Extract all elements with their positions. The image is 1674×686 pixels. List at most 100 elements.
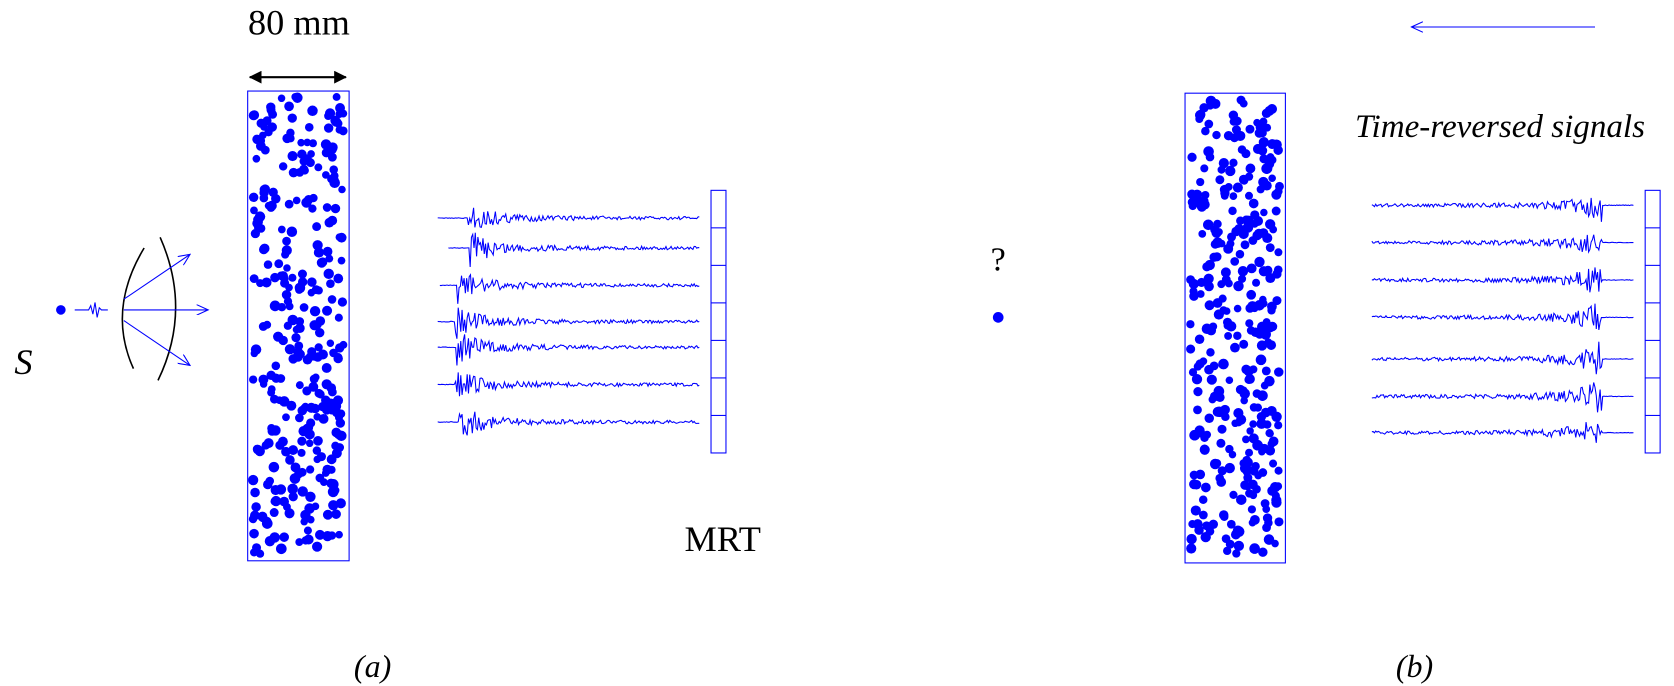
- scatterer: [307, 516, 315, 524]
- scatterer: [1240, 100, 1248, 108]
- scatterer: [1232, 125, 1241, 134]
- scatterer: [270, 508, 279, 517]
- scatterer: [1200, 445, 1210, 455]
- scatterer: [1272, 296, 1281, 305]
- scatterer: [338, 257, 346, 265]
- caption: (b): [1396, 648, 1433, 684]
- scatterer: [1215, 393, 1224, 402]
- scatterer: [331, 428, 341, 438]
- scatterer: [249, 529, 259, 539]
- scatterer: [1195, 335, 1205, 345]
- scatterer: [1253, 216, 1263, 226]
- scatterer: [1194, 362, 1202, 370]
- scatterer: [297, 139, 305, 147]
- scatterer: [298, 486, 308, 496]
- scatterer: [338, 186, 346, 194]
- scatterer: [1266, 340, 1276, 350]
- scatterer: [283, 264, 291, 272]
- scatterers: [248, 93, 348, 558]
- scatterer: [297, 449, 305, 457]
- scatterer: [1218, 166, 1226, 174]
- scatterer: [314, 247, 324, 257]
- scatterer: [296, 381, 304, 389]
- ray-arrow: [124, 321, 190, 366]
- scatterer: [256, 136, 265, 145]
- scatterer: [322, 363, 332, 373]
- scatterer: [1209, 396, 1217, 404]
- scatterer: [316, 474, 325, 483]
- scatterer: [1206, 348, 1214, 356]
- scatterer: [1256, 355, 1267, 366]
- scatterer: [1224, 131, 1233, 140]
- scatterer: [312, 222, 321, 231]
- scatterer: [1227, 520, 1236, 529]
- scatterer: [1245, 489, 1254, 498]
- scatterer: [288, 354, 298, 364]
- transducer-array: [1645, 190, 1660, 453]
- scatterer: [259, 322, 268, 331]
- scatterer: [285, 344, 295, 354]
- scatterer: [325, 218, 335, 228]
- scatterer: [1274, 517, 1283, 526]
- waveform: [1372, 304, 1634, 330]
- scatterer: [1245, 192, 1253, 200]
- scatterer: [1186, 543, 1196, 553]
- scatterer: [298, 468, 307, 477]
- scatterer: [248, 475, 258, 485]
- waveform: [438, 372, 700, 396]
- scatterer: [295, 414, 304, 423]
- scatterer: [1202, 262, 1211, 271]
- waveform: [440, 275, 699, 304]
- scatterer: [1217, 425, 1226, 434]
- scatterer: [1271, 495, 1281, 505]
- caption: (a): [354, 648, 391, 684]
- scatterer: [1234, 305, 1242, 313]
- scatterer: [265, 477, 274, 486]
- scatterer: [265, 536, 275, 546]
- scatterer: [1275, 182, 1284, 191]
- scatterer: [1223, 318, 1232, 327]
- scatterer: [1231, 530, 1241, 540]
- scatterer: [1193, 387, 1202, 396]
- scatterer: [1239, 340, 1248, 349]
- scatterer: [1271, 190, 1281, 200]
- scatterer: [305, 424, 313, 432]
- scatterer: [288, 113, 297, 122]
- scatterer: [1249, 420, 1257, 428]
- scatterer: [334, 119, 342, 127]
- scatterer: [309, 139, 317, 147]
- scatterer: [1267, 104, 1277, 114]
- scatterer: [268, 110, 277, 119]
- scatterer: [1247, 263, 1257, 273]
- scatterer: [1263, 318, 1271, 326]
- scatterer: [1213, 407, 1223, 417]
- scatterer: [1225, 166, 1235, 176]
- scatterer: [1199, 196, 1209, 206]
- scatterer: [330, 176, 339, 185]
- waveform: [1372, 198, 1634, 222]
- scatterer: [1189, 479, 1199, 489]
- scatterer: [1259, 129, 1267, 137]
- scatterer: [286, 129, 294, 137]
- scatterer: [304, 527, 312, 535]
- scatterer: [1216, 477, 1226, 487]
- scatterer: [251, 502, 260, 511]
- scatterer: [323, 203, 332, 212]
- scatterer: [1218, 359, 1229, 370]
- scatterer: [1262, 505, 1270, 513]
- scatterer: [281, 251, 289, 259]
- scatterer: [1265, 219, 1275, 229]
- scatterer: [284, 322, 292, 330]
- scatterer: [1231, 420, 1238, 427]
- waveform: [1372, 342, 1634, 374]
- scatterer: [1186, 534, 1196, 544]
- scatterer: [1238, 145, 1247, 154]
- scatterer: [1252, 279, 1260, 287]
- scatterer: [1251, 462, 1259, 470]
- wavefront: [158, 237, 176, 380]
- scatterer: [1267, 139, 1277, 149]
- scatterer: [1240, 480, 1250, 490]
- scatterer: [251, 350, 258, 357]
- scatterer: [325, 255, 333, 263]
- scatterer: [1202, 521, 1211, 530]
